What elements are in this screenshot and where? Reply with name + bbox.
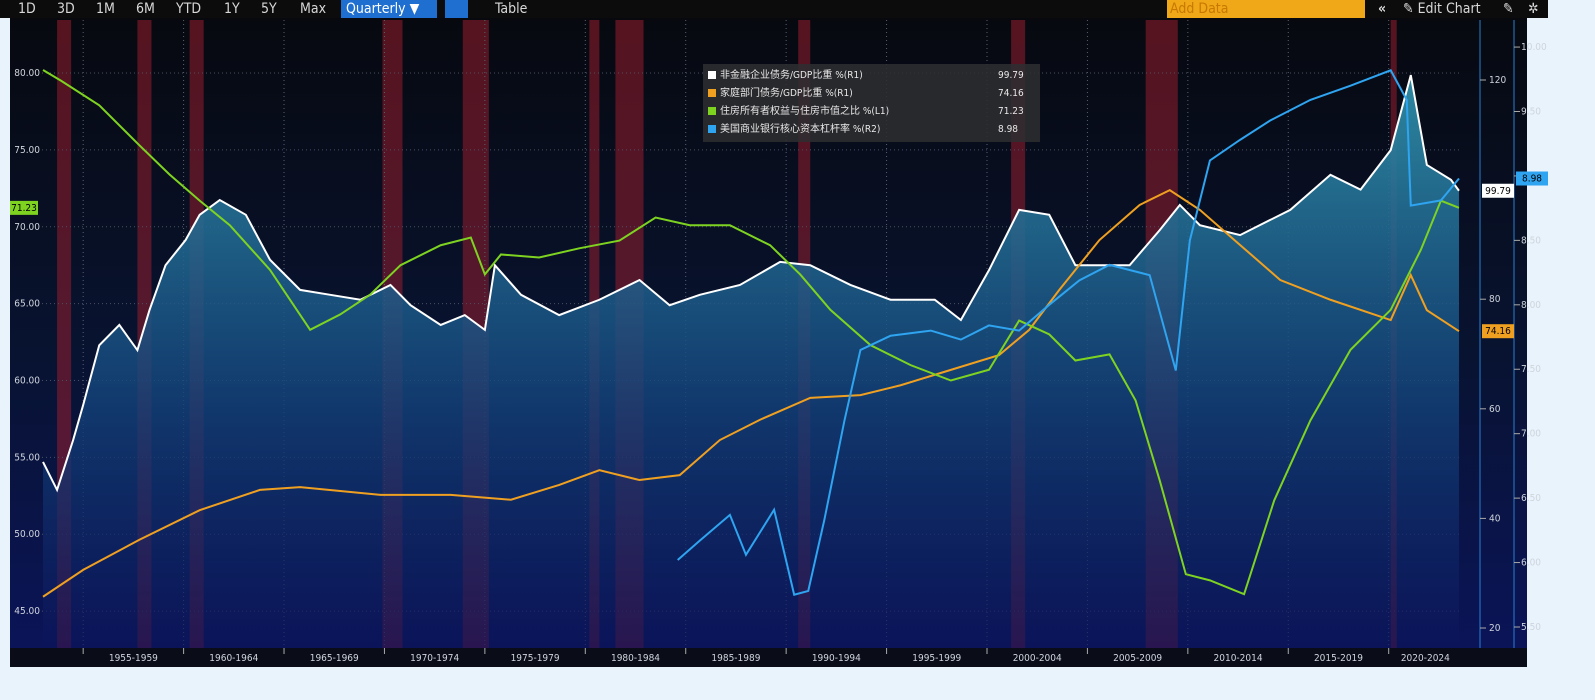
x-tick-label: 1980-1984 xyxy=(611,653,660,664)
y2-tick-label: 60 xyxy=(1489,404,1501,415)
range-button[interactable]: 1M xyxy=(96,1,115,17)
y-tick-label: 60.00 xyxy=(14,376,40,387)
y3-tick-label: 7.50 xyxy=(1521,364,1541,375)
y2-tick-label: 20 xyxy=(1489,623,1501,634)
x-tick-label: 2000-2004 xyxy=(1013,653,1062,664)
y-tick-label: 80.00 xyxy=(14,68,40,79)
y3-tick-label: 8.50 xyxy=(1521,235,1541,246)
toolbar: 1D 3D 1M 6M YTD 1Y 5Y Max Quarterly ▼ Ta… xyxy=(0,0,1548,18)
value-tag-label: 99.79 xyxy=(1485,186,1511,197)
value-tag-label: 8.98 xyxy=(1522,174,1542,185)
range-button[interactable]: 5Y xyxy=(261,1,277,17)
value-tag xyxy=(1482,324,1514,339)
legend-label: 非金融企业债务/GDP比重 %(R1) xyxy=(720,68,863,81)
x-tick-label: 1960-1964 xyxy=(209,653,258,664)
x-tick-label: 2015-2019 xyxy=(1314,653,1363,664)
range-button[interactable]: 3D xyxy=(57,1,75,17)
y-tick-label: 70.00 xyxy=(14,222,40,233)
range-button[interactable]: YTD xyxy=(176,1,202,17)
legend-label: 美国商业银行核心资本杠杆率 %(R2) xyxy=(720,122,880,135)
legend-value: 74.16 xyxy=(998,88,1024,99)
edit-icon[interactable]: ✎ xyxy=(1503,1,1514,17)
x-tick-label: 1990-1994 xyxy=(812,653,861,664)
legend-label: 住房所有者权益与住房市值之比 %(L1) xyxy=(720,104,889,117)
edit-chart-button[interactable]: ✎ Edit Chart xyxy=(1403,1,1481,17)
y3-tick-label: 7.00 xyxy=(1521,429,1541,440)
x-tick-label: 1955-1959 xyxy=(109,653,158,664)
x-tick-label: 1985-1989 xyxy=(711,653,760,664)
legend-label: 家庭部门债务/GDP比重 %(R1) xyxy=(720,86,853,99)
y2-tick-label: 40 xyxy=(1489,513,1501,524)
chart-type-button[interactable] xyxy=(445,0,468,18)
legend-box xyxy=(703,64,1040,142)
series-line xyxy=(42,74,1460,493)
series-line xyxy=(42,189,1460,598)
settings-icon[interactable]: ✲ xyxy=(1528,1,1539,17)
y-tick-label: 55.00 xyxy=(14,452,40,463)
series-line xyxy=(677,69,1460,597)
x-tick-label: 1975-1979 xyxy=(511,653,560,664)
y2-tick-label: 80 xyxy=(1489,294,1501,305)
legend-value: 71.23 xyxy=(998,106,1024,117)
x-tick-label: 1965-1969 xyxy=(310,653,359,664)
collapse-button[interactable]: « xyxy=(1378,1,1387,17)
y-tick-label: 65.00 xyxy=(14,299,40,310)
legend-value: 99.79 xyxy=(998,70,1024,81)
legend-swatch xyxy=(708,125,716,133)
x-tick-label: 2010-2014 xyxy=(1214,653,1263,664)
value-tag-label: 74.16 xyxy=(1485,326,1511,337)
y3-tick-label: 5.50 xyxy=(1521,622,1541,633)
legend-swatch xyxy=(708,107,716,115)
x-tick-label: 1995-1999 xyxy=(912,653,961,664)
edit-chart-label: Edit Chart xyxy=(1417,1,1481,17)
y3-tick-label: 8.00 xyxy=(1521,300,1541,311)
series-line xyxy=(42,69,1460,596)
frequency-dropdown[interactable]: Quarterly ▼ xyxy=(341,0,437,18)
series-area xyxy=(43,75,1459,648)
add-data-input[interactable]: Add Data xyxy=(1167,0,1365,18)
value-tag-label: 71.23 xyxy=(11,203,37,214)
x-tick-label: 1970-1974 xyxy=(410,653,459,664)
y-tick-label: 45.00 xyxy=(14,606,40,617)
y-tick-label: 75.00 xyxy=(14,145,40,156)
value-tag xyxy=(10,200,38,215)
y2-tick-label: 120 xyxy=(1489,75,1506,86)
y3-tick-label: 6.50 xyxy=(1521,493,1541,504)
value-tag xyxy=(1516,171,1548,186)
legend-value: 8.98 xyxy=(998,124,1018,135)
range-button[interactable]: Max xyxy=(300,1,327,17)
y3-tick-label: 10.00 xyxy=(1521,42,1547,53)
x-tick-label: 2020-2024 xyxy=(1401,653,1450,664)
table-button[interactable]: Table xyxy=(495,1,528,17)
y3-tick-label: 9.50 xyxy=(1521,107,1541,118)
y-tick-label: 50.00 xyxy=(14,529,40,540)
legend-swatch xyxy=(708,71,716,79)
x-tick-label: 2005-2009 xyxy=(1113,653,1162,664)
legend-swatch xyxy=(708,89,716,97)
range-button[interactable]: 1Y xyxy=(224,1,240,17)
range-button[interactable]: 1D xyxy=(18,1,36,17)
y3-tick-label: 6.00 xyxy=(1521,558,1541,569)
value-tag xyxy=(1482,183,1514,198)
range-button[interactable]: 6M xyxy=(136,1,155,17)
x-axis-strip xyxy=(10,648,1527,667)
